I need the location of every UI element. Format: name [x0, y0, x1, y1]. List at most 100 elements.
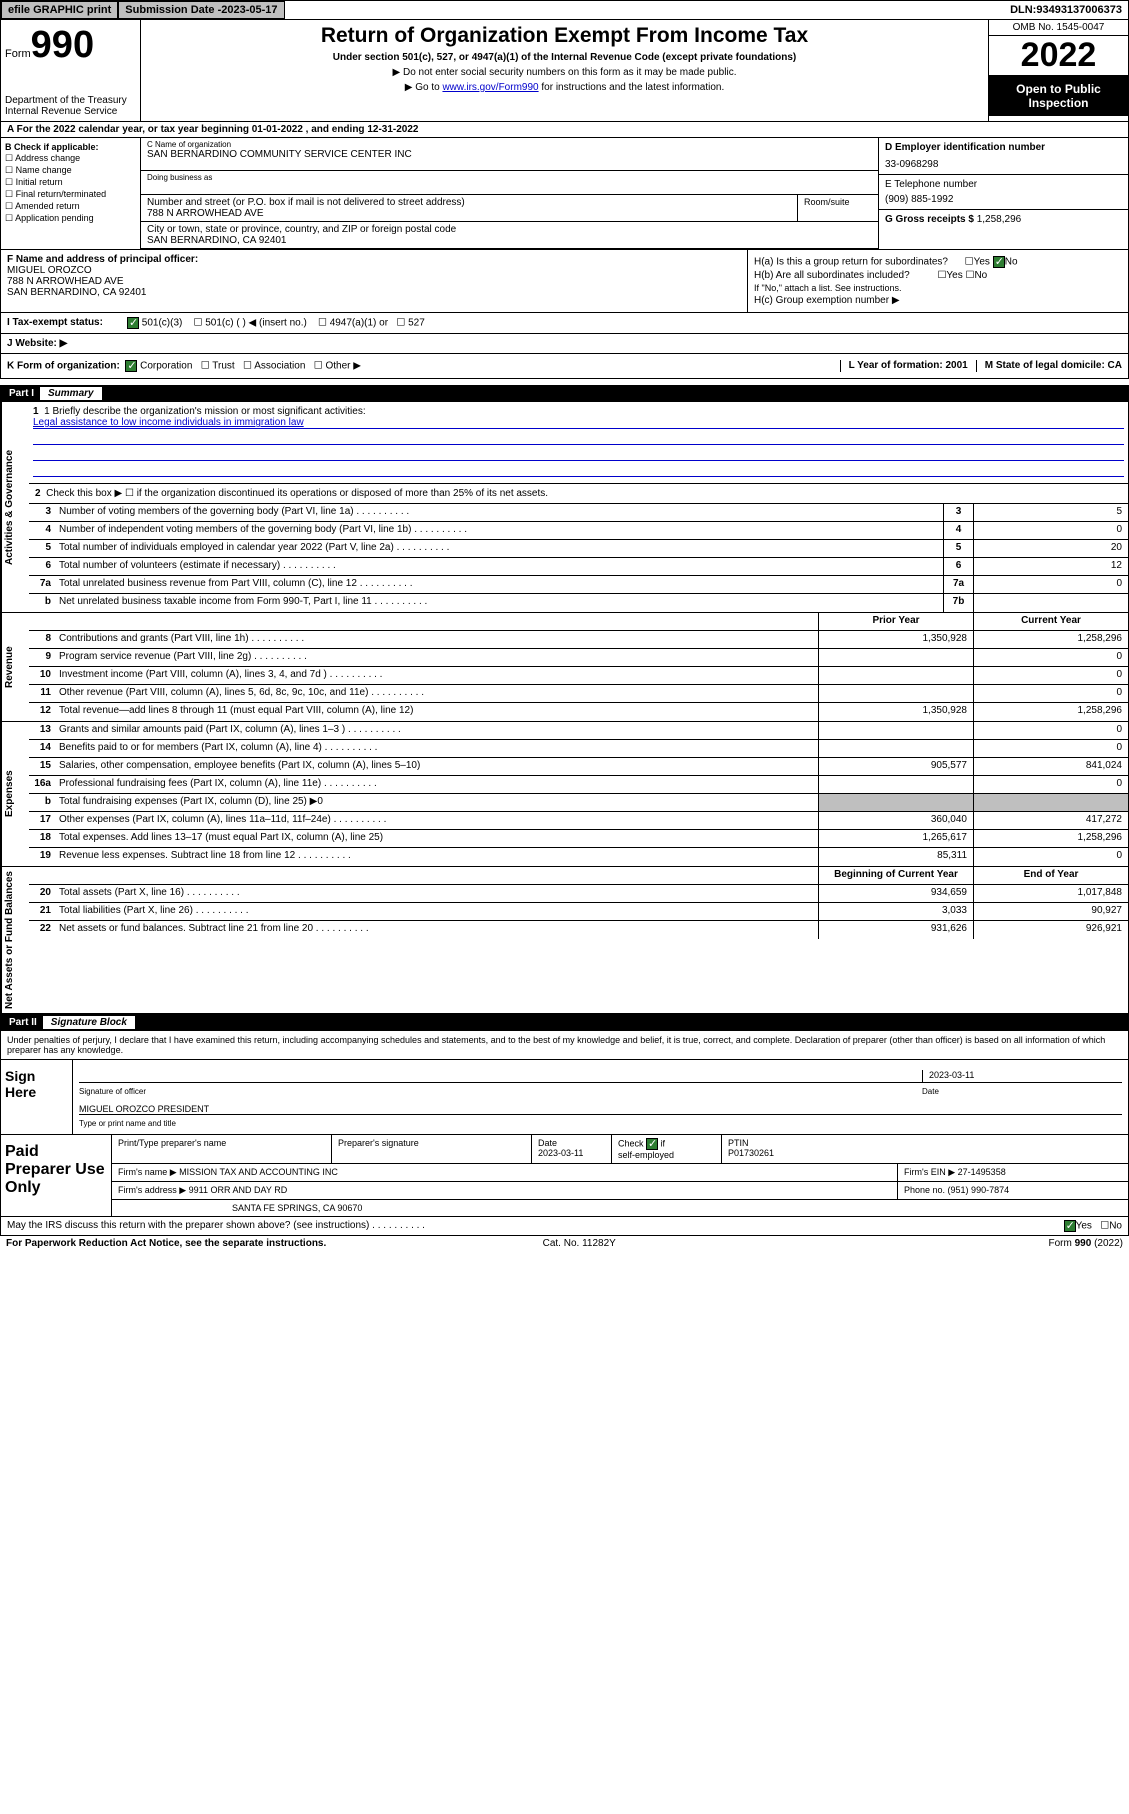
city: SAN BERNARDINO, CA 92401: [147, 235, 872, 246]
self-emp-chk[interactable]: [646, 1138, 658, 1150]
l14: Benefits paid to or for members (Part IX…: [55, 740, 818, 757]
sign-here-lbl: Sign Here: [1, 1060, 73, 1134]
city-lbl: City or town, state or province, country…: [147, 224, 872, 235]
sig-fields: 2023-03-11 Signature of officerDate MIGU…: [73, 1060, 1128, 1134]
discuss-yes[interactable]: [1064, 1220, 1076, 1232]
prep-col3: Date2023-03-11: [532, 1135, 612, 1163]
corp-chk[interactable]: [125, 360, 137, 372]
part2-hdr: Part IISignature Block: [0, 1014, 1129, 1031]
chk-name[interactable]: ☐ Name change: [5, 165, 136, 176]
addr-lbl: Number and street (or P.O. box if mail i…: [147, 197, 791, 208]
hdr-prior: Prior Year: [818, 613, 973, 630]
gross: 1,258,296: [977, 214, 1022, 225]
date-lbl: Date: [922, 1087, 1122, 1096]
gross-lbl: G Gross receipts $: [885, 214, 977, 225]
l5: Total number of individuals employed in …: [55, 540, 943, 557]
efile-btn[interactable]: efile GRAPHIC print: [1, 1, 118, 19]
discuss-ans: Yes ☐No: [1064, 1220, 1122, 1232]
chk-address[interactable]: ☐ Address change: [5, 153, 136, 164]
hdr-beg: Beginning of Current Year: [818, 867, 973, 884]
chk-pending[interactable]: ☐ Application pending: [5, 213, 136, 224]
ha-no-chk[interactable]: [993, 256, 1005, 268]
l6: Total number of volunteers (estimate if …: [55, 558, 943, 575]
b-hdr: B Check if applicable:: [5, 142, 136, 152]
q2: 2 Check this box ▶ ☐ if the organization…: [29, 484, 1128, 504]
l7b: Net unrelated business taxable income fr…: [55, 594, 943, 612]
l17: Other expenses (Part IX, column (A), lin…: [55, 812, 818, 829]
officer-addr2: SAN BERNARDINO, CA 92401: [7, 287, 741, 298]
l18: Total expenses. Add lines 13–17 (must eq…: [55, 830, 818, 847]
cat: Cat. No. 11282Y: [543, 1238, 616, 1249]
name-lbl: C Name of organization: [147, 140, 872, 149]
sub3: ▶ Go to www.irs.gov/Form990 for instruct…: [149, 82, 980, 93]
org-name-box: C Name of organization SAN BERNARDINO CO…: [141, 138, 878, 171]
irs-discuss: May the IRS discuss this return with the…: [0, 1217, 1129, 1236]
firm-addr2: SANTA FE SPRINGS, CA 90670: [112, 1200, 1128, 1216]
prep-block: Paid Preparer Use Only Print/Type prepar…: [0, 1135, 1129, 1217]
hb-note: If "No," attach a list. See instructions…: [754, 283, 1122, 293]
header-mid: Return of Organization Exempt From Incom…: [141, 20, 988, 121]
l9: Program service revenue (Part VIII, line…: [55, 649, 818, 666]
prep-col4: Check ifself-employed: [612, 1135, 722, 1163]
sig-officer: [79, 1070, 922, 1082]
hb: H(b) Are all subordinates included? ☐Yes…: [754, 270, 1122, 281]
cd-right: D Employer identification number 33-0968…: [878, 138, 1128, 249]
pra: For Paperwork Reduction Act Notice, see …: [6, 1238, 326, 1249]
hdr-curr: Current Year: [973, 613, 1128, 630]
ein-box: D Employer identification number 33-0968…: [879, 138, 1128, 175]
dln: DLN: 93493137006373: [1004, 1, 1128, 19]
l8: Contributions and grants (Part VIII, lin…: [55, 631, 818, 648]
501c3-chk[interactable]: [127, 317, 139, 329]
j-lbl: J Website: ▶: [7, 338, 67, 349]
l3: Number of voting members of the governin…: [55, 504, 943, 521]
prep-col1: Print/Type preparer's name: [112, 1135, 332, 1163]
sig-date: 2023-03-11: [922, 1070, 1122, 1082]
vtab-net: Net Assets or Fund Balances: [1, 867, 29, 1013]
vtab-rev: Revenue: [1, 613, 29, 721]
org-name: SAN BERNARDINO COMMUNITY SERVICE CENTER …: [147, 149, 872, 160]
col-cd: C Name of organization SAN BERNARDINO CO…: [141, 138, 1128, 249]
chk-amended[interactable]: ☐ Amended return: [5, 201, 136, 212]
part1-hdr: Part ISummary: [0, 385, 1129, 402]
row-j: J Website: ▶: [0, 334, 1129, 354]
firm-addr: Firm's address ▶ 9911 ORR AND DAY RD: [112, 1182, 898, 1199]
ein: 33-0968298: [885, 159, 1122, 170]
name-lbl: Type or print name and title: [79, 1119, 1122, 1128]
mission-link[interactable]: Legal assistance to low income individua…: [33, 417, 304, 428]
form-ref: Form 990 (2022): [1049, 1238, 1123, 1249]
section-bd: B Check if applicable: ☐ Address change …: [0, 138, 1129, 250]
row-i: I Tax-exempt status: 501(c)(3) ☐ 501(c) …: [0, 313, 1129, 334]
l13: Grants and similar amounts paid (Part IX…: [55, 722, 818, 739]
summary-exp: Expenses 13Grants and similar amounts pa…: [0, 722, 1129, 867]
room-box: Room/suite: [798, 195, 878, 222]
ein-lbl: D Employer identification number: [885, 142, 1122, 153]
sub2: ▶ Do not enter social security numbers o…: [149, 67, 980, 78]
l21: Total liabilities (Part X, line 26): [55, 903, 818, 920]
tel-lbl: E Telephone number: [885, 179, 1122, 190]
l16a: Professional fundraising fees (Part IX, …: [55, 776, 818, 793]
col-b: B Check if applicable: ☐ Address change …: [1, 138, 141, 249]
irs-link[interactable]: www.irs.gov/Form990: [442, 82, 538, 93]
form-title: Return of Organization Exempt From Incom…: [149, 24, 980, 48]
addr: 788 N ARROWHEAD AVE: [147, 208, 791, 219]
q1: 1 Briefly describe the organization's mi…: [44, 406, 366, 417]
chk-initial[interactable]: ☐ Initial return: [5, 177, 136, 188]
form-header: Form990 Department of the Treasury Inter…: [0, 20, 1129, 122]
row-a: A For the 2022 calendar year, or tax yea…: [0, 122, 1129, 138]
hdr-end: End of Year: [973, 867, 1128, 884]
f-lbl: F Name and address of principal officer:: [7, 254, 198, 265]
tax-year: 2022: [989, 36, 1128, 76]
open-public: Open to Public Inspection: [989, 76, 1128, 116]
summary-gov: Activities & Governance 1 1 Briefly desc…: [0, 402, 1129, 613]
vtab-exp: Expenses: [1, 722, 29, 866]
k-opts: K Form of organization: Corporation ☐ Tr…: [7, 360, 361, 372]
vtab-gov: Activities & Governance: [1, 402, 29, 612]
chk-final[interactable]: ☐ Final return/terminated: [5, 189, 136, 200]
l15: Salaries, other compensation, employee b…: [55, 758, 818, 775]
sig-decl: Under penalties of perjury, I declare th…: [1, 1031, 1128, 1060]
prep-lbl: Paid Preparer Use Only: [1, 1135, 111, 1216]
tel-box: E Telephone number (909) 885-1992: [879, 175, 1128, 210]
l10: Investment income (Part VIII, column (A)…: [55, 667, 818, 684]
officer-name: MIGUEL OROZCO: [7, 265, 741, 276]
l11: Other revenue (Part VIII, column (A), li…: [55, 685, 818, 702]
